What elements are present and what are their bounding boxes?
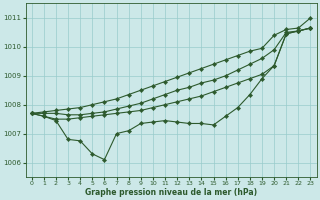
X-axis label: Graphe pression niveau de la mer (hPa): Graphe pression niveau de la mer (hPa) — [85, 188, 257, 197]
